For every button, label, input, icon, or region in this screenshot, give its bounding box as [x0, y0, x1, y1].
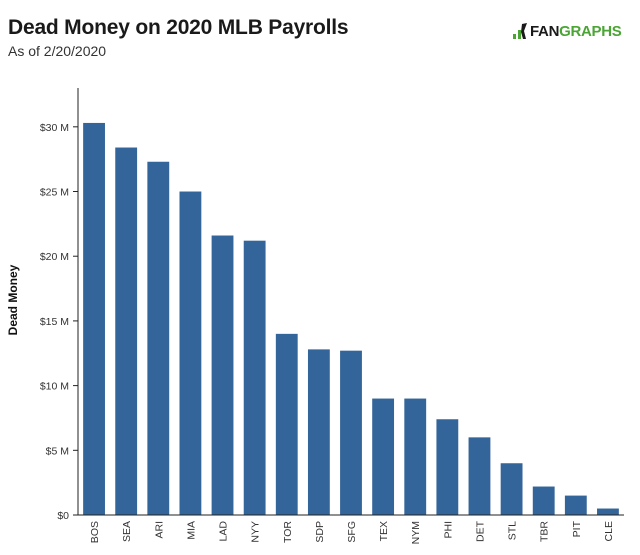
x-tick-label: TOR: [282, 521, 294, 543]
y-tick-label: $0: [57, 510, 69, 522]
y-tick-label: $25 M: [40, 187, 69, 199]
bar-sdp: [307, 349, 330, 515]
y-tick-label: $30 M: [40, 122, 69, 134]
bar-tex: [372, 398, 395, 515]
bar-mia: [179, 191, 202, 515]
bars-group: [83, 122, 619, 515]
bar-sfg: [340, 350, 362, 515]
x-tick-label: BOS: [89, 521, 101, 543]
chart-title: Dead Money on 2020 MLB Payrolls: [8, 16, 349, 39]
y-tick-label: $5 M: [46, 445, 69, 457]
x-tick-label: LAD: [218, 521, 230, 542]
x-tick-label: SDP: [314, 521, 326, 543]
bar-stl: [500, 463, 523, 515]
x-tick-label: MIA: [185, 521, 197, 540]
y-tick-label: $10 M: [40, 381, 69, 393]
bar-ari: [147, 161, 170, 515]
x-tick-label: NYM: [410, 521, 422, 544]
x-tick-label: TEX: [378, 521, 390, 541]
x-tick-label: SEA: [121, 521, 133, 542]
bar-phi: [436, 419, 459, 515]
bar-pit: [564, 495, 587, 515]
bar-bos: [83, 122, 105, 515]
x-tick-label: STL: [507, 521, 519, 540]
fangraphs-logo: FAN GRAPHS: [512, 22, 622, 40]
y-tick-label: $20 M: [40, 251, 69, 263]
y-axis: $0 $5 M $10 M $15 M $20 M $25 M $30 M: [40, 88, 79, 522]
x-tick-label: TBR: [539, 521, 551, 542]
x-tick-label: NYY: [250, 521, 262, 543]
bar-cle: [597, 508, 619, 515]
batter-icon: [513, 23, 527, 39]
x-tick-label: CLE: [603, 521, 615, 541]
bar-det: [468, 437, 491, 515]
x-tick-label: PHI: [442, 521, 454, 539]
logo-text-fan: FAN: [530, 22, 560, 40]
logo-text-graphs: GRAPHS: [559, 22, 622, 40]
x-tick-label: PIT: [571, 520, 583, 537]
x-tick-label: SFG: [346, 521, 358, 543]
chart-subtitle: As of 2/20/2020: [8, 43, 107, 59]
bar-lad: [211, 235, 234, 515]
bar-sea: [115, 147, 138, 515]
x-tick-label: DET: [474, 520, 486, 542]
x-tick-label: ARI: [153, 521, 165, 539]
x-axis: BOS SEA ARI MIA LAD NYY TOR SDP SFG TEX NYM PHI DET S…: [78, 514, 624, 544]
bar-tbr: [532, 486, 555, 515]
bar-nyy: [243, 240, 266, 515]
y-tick-label: $15 M: [40, 316, 69, 328]
y-axis-label: Dead Money: [6, 264, 20, 335]
bar-tor: [275, 333, 298, 515]
bar-nym: [404, 398, 427, 515]
